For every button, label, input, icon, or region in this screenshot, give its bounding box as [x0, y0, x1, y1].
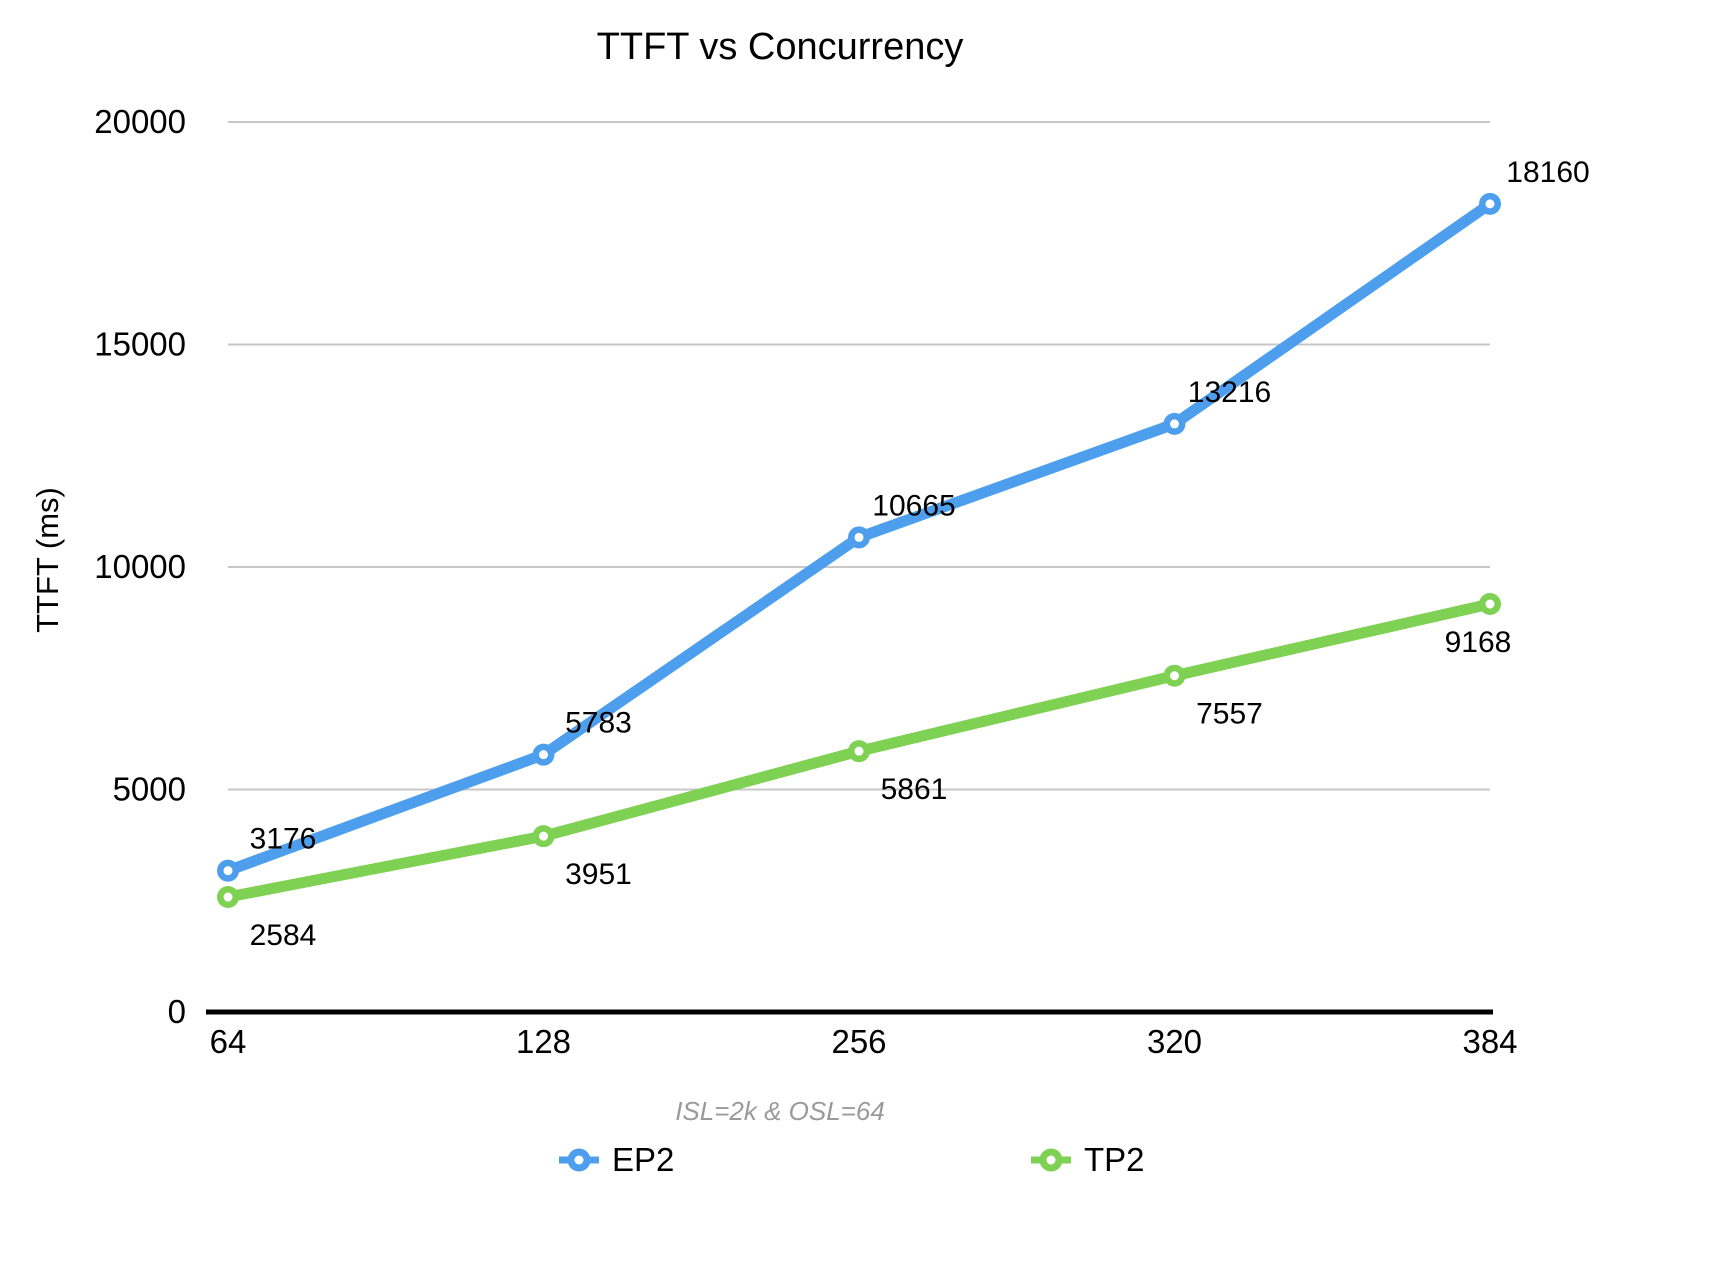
data-label-ep2: 18160 — [1506, 156, 1589, 189]
chart-caption: ISL=2k & OSL=64 — [675, 1096, 885, 1126]
y-tick-label: 20000 — [94, 103, 186, 140]
x-tick-label: 320 — [1147, 1023, 1202, 1060]
data-label-tp2: 2584 — [250, 919, 317, 952]
data-point-marker-hole — [1485, 199, 1495, 209]
legend-label: EP2 — [612, 1141, 675, 1178]
data-label-ep2: 5783 — [565, 707, 632, 740]
data-label-ep2: 13216 — [1188, 376, 1271, 409]
data-point-marker-hole — [1170, 419, 1179, 429]
legend-label: TP2 — [1084, 1141, 1145, 1178]
x-tick-label: 128 — [516, 1023, 571, 1060]
data-point-marker-hole — [854, 746, 864, 756]
x-tick-label: 256 — [831, 1023, 886, 1060]
legend-item-tp2: TP2 — [1028, 1140, 1145, 1180]
data-point-marker-hole — [223, 892, 233, 902]
data-label-tp2: 3951 — [565, 858, 632, 891]
y-tick-label: 10000 — [94, 548, 186, 585]
y-tick-label: 0 — [168, 993, 186, 1030]
data-point-marker-hole — [1485, 599, 1495, 609]
data-point-marker-hole — [223, 866, 233, 876]
data-point-marker-hole — [539, 831, 548, 841]
data-label-tp2: 5861 — [881, 773, 948, 806]
x-tick-label: 384 — [1462, 1023, 1517, 1060]
data-label-tp2: 9168 — [1445, 626, 1512, 659]
data-point-marker-hole — [539, 750, 548, 760]
data-label-ep2: 10665 — [872, 489, 955, 522]
x-tick-label: 64 — [210, 1023, 247, 1060]
y-tick-label: 5000 — [113, 771, 186, 808]
legend-marker-icon — [559, 1148, 599, 1172]
chart-title: TTFT vs Concurrency — [596, 26, 964, 68]
data-label-tp2: 7557 — [1196, 698, 1263, 731]
legend-item-ep2: EP2 — [556, 1140, 674, 1180]
data-point-marker-hole — [854, 532, 864, 542]
legend-marker-icon — [1031, 1148, 1071, 1172]
data-point-marker-hole — [1170, 671, 1179, 681]
data-label-ep2: 3176 — [250, 823, 317, 856]
y-tick-label: 15000 — [94, 326, 186, 363]
